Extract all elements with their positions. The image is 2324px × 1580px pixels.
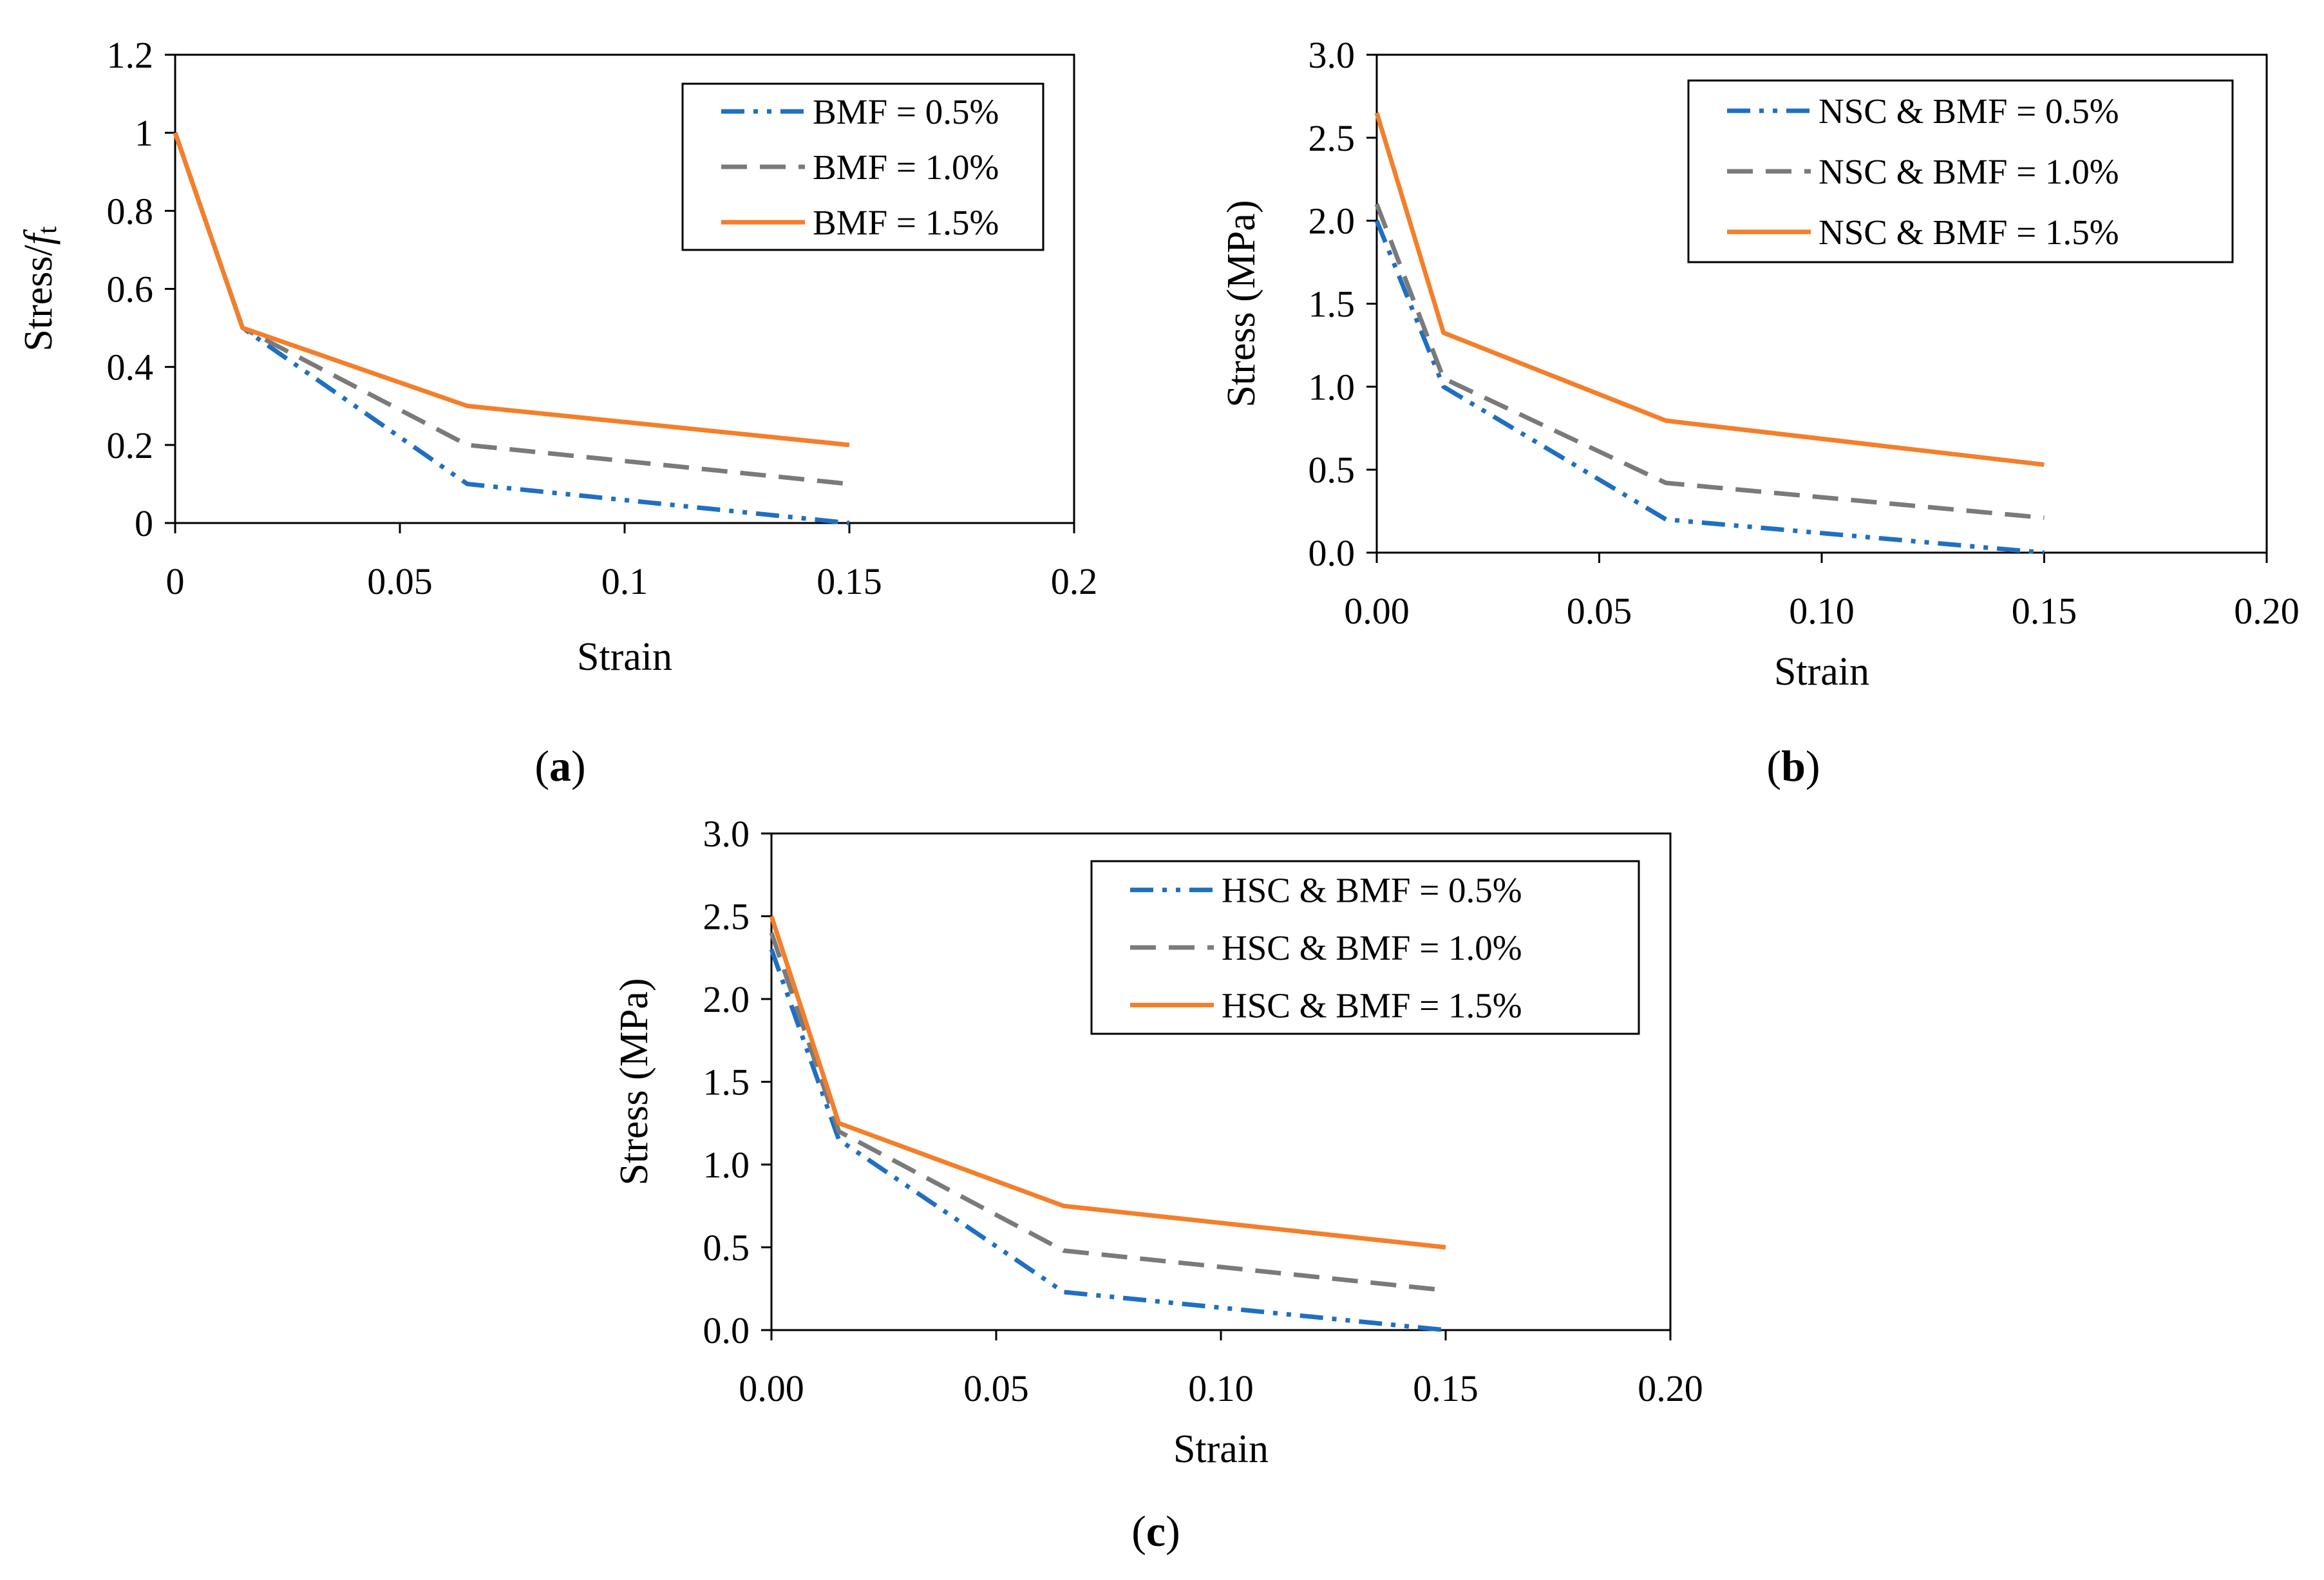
y-tick-label: 0.4 (107, 347, 154, 388)
chart-panel-c: 0.00 0.05 0.10 0.15 0.20 0.0 0.5 1.0 1.5 2.0 2.5 3.… (612, 813, 1703, 1556)
x-tick-label: 0.05 (963, 1367, 1029, 1409)
series-line-3 (1374, 112, 2045, 467)
y-tick-label: 1.2 (107, 34, 154, 76)
x-tick-label: 0.10 (1789, 590, 1855, 632)
x-tick-label: 0.2 (1051, 560, 1098, 602)
series-line-3 (769, 915, 1446, 1250)
series-line-3 (173, 132, 850, 448)
x-tick-label: 0.20 (2234, 590, 2300, 632)
x-tick-label: 0.00 (1344, 590, 1410, 632)
y-tick-label: 0.2 (107, 424, 154, 466)
legend: HSC & BMF = 0.5% HSC & BMF = 1.0% HSC & BM… (1090, 860, 1640, 1035)
x-tick-label: 0.10 (1188, 1367, 1254, 1409)
y-tick-label: 2.0 (1308, 200, 1356, 242)
series-line-1 (1374, 220, 2045, 555)
legend: BMF = 0.5% BMF = 1.0% BMF = 1.5% (681, 82, 1044, 251)
x-tick-label: 0.1 (601, 560, 648, 602)
y-tick-label: 1 (135, 112, 153, 154)
y-tick-label: 1.5 (1308, 283, 1356, 325)
y-tick-label: 2.5 (1308, 117, 1356, 159)
y-tick-label: 0.0 (703, 1309, 750, 1351)
x-tick-label: 0.05 (1567, 590, 1632, 632)
x-tick-label: 0.00 (739, 1367, 804, 1409)
panel-caption: (a) (534, 741, 585, 790)
legend-label-2: BMF = 1.0% (813, 148, 999, 187)
legend-label-1: BMF = 0.5% (813, 92, 999, 131)
legend-label-2: HSC & BMF = 1.0% (1222, 928, 1522, 967)
y-tick-label: 3.0 (703, 813, 750, 855)
legend-label-3: BMF = 1.5% (813, 203, 999, 242)
panel-caption: (c) (1131, 1507, 1180, 1556)
y-tick-label: 0.6 (107, 269, 154, 310)
y-tick-label: 2.5 (703, 896, 750, 938)
y-tick-label: 0 (135, 502, 153, 544)
x-tick-label: 0.15 (1413, 1367, 1478, 1409)
y-axis-label: Stress (MPa) (1220, 200, 1263, 407)
series-line-2 (173, 132, 850, 486)
x-axis-label: Strain (1774, 650, 1869, 694)
chart-panel-a: 0 0.05 0.1 0.15 0.2 0 0.2 0.4 0.6 0.8 1 1.2 Strain St… (17, 34, 1097, 790)
y-tick-label: 1.0 (1308, 366, 1356, 408)
y-tick-label: 0.0 (1308, 532, 1356, 574)
y-tick-label: 1.5 (703, 1061, 750, 1103)
y-tick-label: 0.5 (703, 1227, 750, 1269)
x-tick-label: 0 (166, 560, 185, 602)
y-tick-label: 0.5 (1308, 449, 1356, 491)
x-axis-label: Strain (577, 635, 672, 679)
chart-panel-b: 0.00 0.05 0.10 0.15 0.20 0.0 0.5 1.0 1.5 2.0 2.5 3.… (1220, 34, 2300, 790)
x-tick-label: 0.15 (817, 560, 882, 602)
legend-label-2: NSC & BMF = 1.0% (1819, 152, 2119, 191)
y-axis-label: Stress/ft (17, 226, 62, 352)
x-axis-label: Strain (1173, 1427, 1269, 1471)
legend-label-3: NSC & BMF = 1.5% (1819, 213, 2119, 252)
y-tick-label: 1.0 (703, 1144, 750, 1186)
y-tick-label: 0.8 (107, 190, 154, 232)
panel-caption: (b) (1766, 741, 1820, 790)
legend-label-3: HSC & BMF = 1.5% (1222, 985, 1522, 1025)
series-line-2 (1374, 203, 2045, 520)
legend: NSC & BMF = 0.5% NSC & BMF = 1.0% NSC & BM… (1687, 79, 2234, 263)
x-tick-label: 0.15 (2012, 590, 2077, 632)
y-tick-label: 2.0 (703, 978, 750, 1020)
series-line-1 (769, 948, 1446, 1333)
y-axis-label: Stress (MPa) (612, 978, 656, 1185)
series-line-1 (173, 132, 850, 526)
x-tick-label: 0.05 (367, 560, 433, 602)
x-tick-label: 0.20 (1638, 1367, 1703, 1409)
y-tick-label: 3.0 (1308, 34, 1356, 76)
legend-label-1: NSC & BMF = 0.5% (1819, 91, 2119, 131)
legend-label-1: HSC & BMF = 0.5% (1222, 871, 1522, 910)
